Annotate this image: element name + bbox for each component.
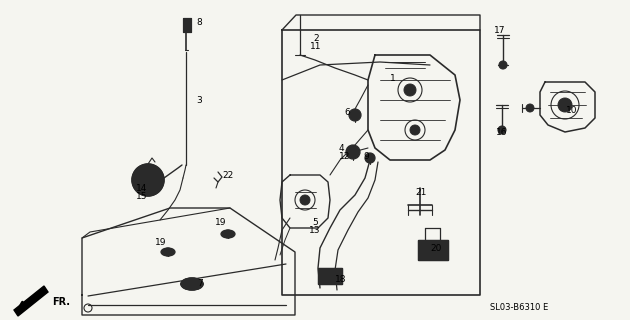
Text: 2: 2	[313, 34, 319, 43]
Text: 16: 16	[496, 127, 508, 137]
Text: 10: 10	[566, 106, 578, 115]
Circle shape	[132, 164, 164, 196]
Circle shape	[164, 248, 172, 256]
Circle shape	[300, 195, 310, 205]
Circle shape	[410, 125, 420, 135]
Text: 19: 19	[155, 237, 166, 246]
Circle shape	[349, 109, 361, 121]
Text: 18: 18	[335, 276, 347, 284]
Bar	[318, 268, 342, 284]
Text: 17: 17	[495, 26, 506, 35]
Text: 14: 14	[136, 183, 147, 193]
Circle shape	[139, 171, 157, 189]
Text: SL03-B6310 E: SL03-B6310 E	[490, 303, 548, 313]
Text: 4: 4	[339, 143, 345, 153]
Text: 11: 11	[310, 42, 322, 51]
Text: 12: 12	[339, 151, 350, 161]
Text: 6: 6	[344, 108, 350, 116]
Bar	[318, 268, 342, 284]
Text: 20: 20	[430, 244, 442, 252]
Circle shape	[322, 272, 330, 280]
Text: 13: 13	[309, 226, 321, 235]
Circle shape	[498, 126, 506, 134]
Polygon shape	[14, 286, 48, 316]
Circle shape	[558, 98, 572, 112]
Text: 21: 21	[415, 188, 427, 196]
Text: 1: 1	[390, 74, 396, 83]
Circle shape	[365, 153, 375, 163]
Text: 9: 9	[363, 151, 369, 161]
Bar	[418, 240, 448, 260]
Circle shape	[143, 175, 153, 185]
Circle shape	[526, 104, 534, 112]
Text: 8: 8	[196, 18, 202, 27]
Text: 5: 5	[312, 218, 318, 227]
Text: 19: 19	[215, 218, 227, 227]
Ellipse shape	[161, 248, 175, 256]
Circle shape	[224, 230, 232, 238]
Text: 7: 7	[197, 278, 203, 287]
Ellipse shape	[221, 230, 235, 238]
Circle shape	[404, 84, 416, 96]
Circle shape	[346, 145, 360, 159]
Text: 15: 15	[136, 191, 148, 201]
Text: 22: 22	[222, 171, 233, 180]
Bar	[418, 240, 448, 260]
Text: FR.: FR.	[52, 297, 70, 307]
Circle shape	[330, 272, 338, 280]
Ellipse shape	[181, 278, 203, 290]
Circle shape	[499, 61, 507, 69]
Text: 3: 3	[196, 95, 202, 105]
Bar	[183, 18, 191, 32]
